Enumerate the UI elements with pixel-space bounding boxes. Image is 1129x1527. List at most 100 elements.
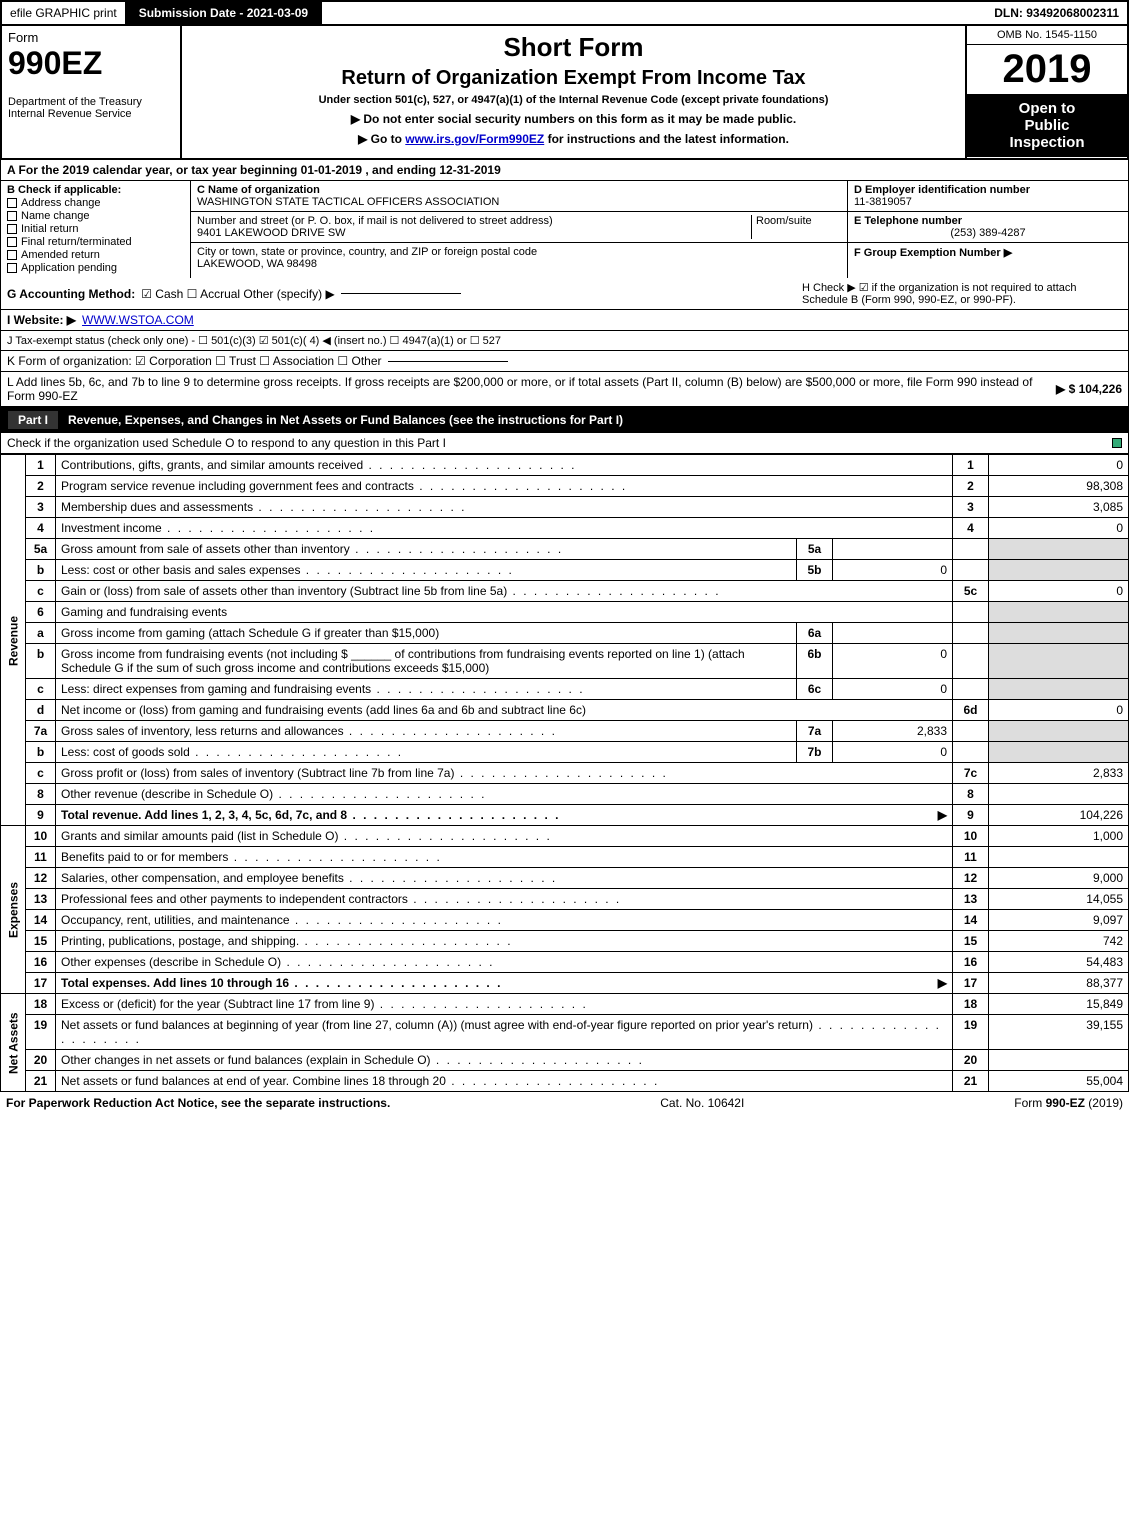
line-6: 6Gaming and fundraising events bbox=[1, 602, 1129, 623]
irs-label: Internal Revenue Service bbox=[8, 108, 174, 120]
amt: 55,004 bbox=[989, 1071, 1129, 1092]
g-accounting: G Accounting Method: ☑ Cash ☐ Accrual Ot… bbox=[7, 287, 461, 301]
ln: 5a bbox=[26, 539, 56, 560]
chk-label: Application pending bbox=[21, 262, 117, 274]
schedule-o-checkbox-icon[interactable] bbox=[1112, 438, 1122, 448]
ln: 2 bbox=[26, 476, 56, 497]
line-6a: aGross income from gaming (attach Schedu… bbox=[1, 623, 1129, 644]
ln: b bbox=[26, 644, 56, 679]
ln: 15 bbox=[26, 931, 56, 952]
ln: d bbox=[26, 700, 56, 721]
ln: a bbox=[26, 623, 56, 644]
box: 19 bbox=[953, 1015, 989, 1050]
checkbox-icon bbox=[7, 211, 17, 221]
footer-right: Form 990-EZ (2019) bbox=[1014, 1096, 1123, 1110]
ln: 10 bbox=[26, 826, 56, 847]
box bbox=[953, 539, 989, 560]
addr-label: Number and street (or P. O. box, if mail… bbox=[197, 215, 745, 227]
box bbox=[953, 742, 989, 763]
desc: Less: cost of goods sold bbox=[56, 742, 797, 763]
chk-label: Final return/terminated bbox=[21, 236, 132, 248]
box: 20 bbox=[953, 1050, 989, 1071]
g-other-input[interactable] bbox=[341, 293, 461, 294]
tax-year: 2019 bbox=[967, 45, 1127, 94]
desc: Other changes in net assets or fund bala… bbox=[56, 1050, 953, 1071]
part-1-label: Part I bbox=[8, 411, 58, 429]
amt: 0 bbox=[989, 700, 1129, 721]
d-ein-cell: D Employer identification number 11-3819… bbox=[848, 181, 1128, 212]
desc: Less: cost or other basis and sales expe… bbox=[56, 560, 797, 581]
ln: b bbox=[26, 742, 56, 763]
ln: 7a bbox=[26, 721, 56, 742]
arrow-icon: ▶ bbox=[938, 976, 947, 990]
amt bbox=[989, 742, 1129, 763]
box: 5c bbox=[953, 581, 989, 602]
line-1: Revenue 1 Contributions, gifts, grants, … bbox=[1, 455, 1129, 476]
col-def: D Employer identification number 11-3819… bbox=[848, 181, 1128, 278]
goto-link[interactable]: www.irs.gov/Form990EZ bbox=[405, 132, 544, 146]
amt bbox=[989, 539, 1129, 560]
desc: Less: direct expenses from gaming and fu… bbox=[56, 679, 797, 700]
ln: c bbox=[26, 679, 56, 700]
desc: Total expenses. Add lines 10 through 16 … bbox=[56, 973, 953, 994]
row-j-tax-exempt: J Tax-exempt status (check only one) - ☐… bbox=[0, 331, 1129, 351]
chk-amended-return[interactable]: Amended return bbox=[7, 249, 184, 261]
line-21: 21Net assets or fund balances at end of … bbox=[1, 1071, 1129, 1092]
e-phone-cell: E Telephone number (253) 389-4287 bbox=[848, 212, 1128, 243]
chk-address-change[interactable]: Address change bbox=[7, 197, 184, 209]
header-left: Form 990EZ Department of the Treasury In… bbox=[2, 26, 182, 158]
amt: 88,377 bbox=[989, 973, 1129, 994]
box: 12 bbox=[953, 868, 989, 889]
f-label: F Group Exemption Number ▶ bbox=[854, 247, 1012, 259]
checkbox-icon bbox=[7, 263, 17, 273]
efile-graphic-print[interactable]: efile GRAPHIC print bbox=[2, 2, 127, 24]
box: 14 bbox=[953, 910, 989, 931]
subamt: 0 bbox=[833, 679, 953, 700]
chk-final-return[interactable]: Final return/terminated bbox=[7, 236, 184, 248]
line-19: 19Net assets or fund balances at beginni… bbox=[1, 1015, 1129, 1050]
line-7b: bLess: cost of goods sold7b0 bbox=[1, 742, 1129, 763]
inspection-l1: Open to bbox=[973, 100, 1121, 117]
checkbox-icon bbox=[7, 237, 17, 247]
amt: 39,155 bbox=[989, 1015, 1129, 1050]
website-link[interactable]: WWW.WSTOA.COM bbox=[82, 313, 194, 327]
check-o-text: Check if the organization used Schedule … bbox=[7, 436, 446, 450]
row-l-gross-receipts: L Add lines 5b, 6c, and 7b to line 9 to … bbox=[0, 372, 1129, 407]
box: 6d bbox=[953, 700, 989, 721]
desc: Program service revenue including govern… bbox=[56, 476, 953, 497]
line-15: 15Printing, publications, postage, and s… bbox=[1, 931, 1129, 952]
ln: 8 bbox=[26, 784, 56, 805]
row-k-form-org: K Form of organization: ☑ Corporation ☐ … bbox=[0, 351, 1129, 372]
part-1-check-o: Check if the organization used Schedule … bbox=[0, 433, 1129, 454]
desc: Benefits paid to or for members bbox=[56, 847, 953, 868]
ln: 13 bbox=[26, 889, 56, 910]
line-7a: 7aGross sales of inventory, less returns… bbox=[1, 721, 1129, 742]
line-5b: bLess: cost or other basis and sales exp… bbox=[1, 560, 1129, 581]
f-group-cell: F Group Exemption Number ▶ bbox=[848, 243, 1128, 262]
col-c: C Name of organization WASHINGTON STATE … bbox=[191, 181, 848, 278]
desc: Grants and similar amounts paid (list in… bbox=[56, 826, 953, 847]
box: 4 bbox=[953, 518, 989, 539]
box: 1 bbox=[953, 455, 989, 476]
k-text: K Form of organization: ☑ Corporation ☐ … bbox=[7, 354, 382, 368]
line-6d: dNet income or (loss) from gaming and fu… bbox=[1, 700, 1129, 721]
desc: Gross sales of inventory, less returns a… bbox=[56, 721, 797, 742]
k-other-input[interactable] bbox=[388, 361, 508, 362]
d-label: D Employer identification number bbox=[854, 184, 1122, 196]
chk-application-pending[interactable]: Application pending bbox=[7, 262, 184, 274]
amt: 742 bbox=[989, 931, 1129, 952]
line-8: 8Other revenue (describe in Schedule O)8 bbox=[1, 784, 1129, 805]
chk-name-change[interactable]: Name change bbox=[7, 210, 184, 222]
part1-table: Revenue 1 Contributions, gifts, grants, … bbox=[0, 454, 1129, 1092]
submission-date-button[interactable]: Submission Date - 2021-03-09 bbox=[127, 2, 322, 24]
box: 11 bbox=[953, 847, 989, 868]
org-name: WASHINGTON STATE TACTICAL OFFICERS ASSOC… bbox=[197, 196, 841, 208]
desc: Gross income from fundraising events (no… bbox=[56, 644, 797, 679]
box: 13 bbox=[953, 889, 989, 910]
chk-initial-return[interactable]: Initial return bbox=[7, 223, 184, 235]
subbox: 7a bbox=[797, 721, 833, 742]
chk-label: Initial return bbox=[21, 223, 78, 235]
box: 10 bbox=[953, 826, 989, 847]
ln: 3 bbox=[26, 497, 56, 518]
box bbox=[953, 644, 989, 679]
